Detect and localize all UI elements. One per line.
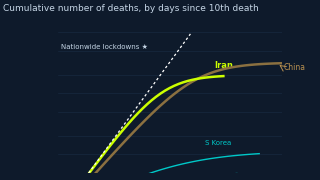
Text: Japan: Japan [0, 179, 1, 180]
Text: Nationwide lockdowns ★: Nationwide lockdowns ★ [61, 44, 148, 50]
Text: China: China [284, 63, 306, 72]
Text: Cumulative number of deaths, by days since 10th death: Cumulative number of deaths, by days sin… [3, 4, 259, 13]
Text: Iran: Iran [214, 61, 233, 70]
Text: S Korea: S Korea [205, 140, 232, 146]
